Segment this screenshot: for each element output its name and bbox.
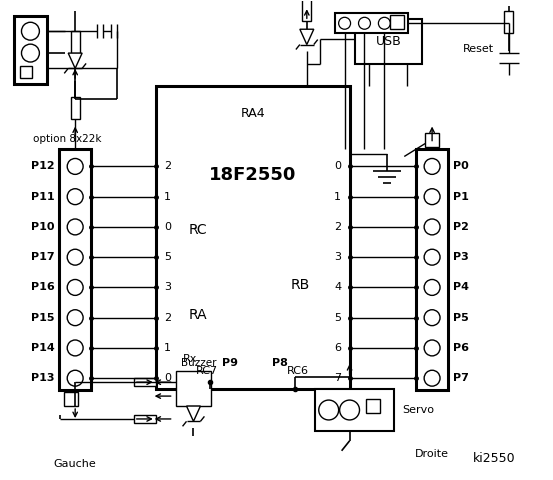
Text: 3: 3: [164, 282, 171, 292]
Text: 7: 7: [334, 373, 341, 383]
Text: 1: 1: [164, 192, 171, 202]
Circle shape: [67, 219, 83, 235]
Text: RB: RB: [290, 278, 310, 292]
Text: 1: 1: [164, 343, 171, 353]
Bar: [390, 15, 404, 29]
Circle shape: [67, 158, 83, 174]
Bar: [425, 132, 439, 146]
Bar: [156, 86, 349, 389]
Bar: [416, 148, 448, 390]
Bar: [354, 19, 422, 64]
Text: 18F2550: 18F2550: [209, 167, 296, 184]
Text: 0: 0: [164, 222, 171, 232]
Bar: [367, 399, 380, 413]
Text: P8: P8: [272, 358, 288, 368]
Bar: [504, 12, 513, 33]
Text: P2: P2: [453, 222, 469, 232]
Circle shape: [22, 22, 39, 40]
Text: P4: P4: [453, 282, 469, 292]
Circle shape: [67, 279, 83, 295]
Circle shape: [424, 189, 440, 204]
Circle shape: [22, 44, 39, 62]
Text: Rx: Rx: [183, 354, 197, 364]
Text: P1: P1: [453, 192, 469, 202]
Text: 6: 6: [334, 343, 341, 353]
Text: P6: P6: [453, 343, 469, 353]
Circle shape: [340, 400, 359, 420]
Circle shape: [67, 340, 83, 356]
Circle shape: [67, 370, 83, 386]
Text: RC: RC: [188, 223, 207, 237]
Bar: [335, 13, 408, 33]
Text: 5: 5: [334, 312, 341, 323]
Text: 0: 0: [334, 161, 341, 171]
Bar: [20, 66, 33, 78]
Bar: [13, 16, 48, 84]
Circle shape: [424, 158, 440, 174]
Circle shape: [358, 17, 371, 29]
Text: 2: 2: [164, 161, 171, 171]
Text: P13: P13: [31, 373, 54, 383]
Circle shape: [424, 249, 440, 265]
Polygon shape: [68, 53, 82, 68]
Text: RA4: RA4: [241, 107, 265, 120]
Polygon shape: [300, 29, 314, 45]
Text: P0: P0: [453, 161, 469, 171]
Bar: [59, 148, 91, 390]
Text: 0: 0: [164, 373, 171, 383]
Text: Droite: Droite: [415, 449, 449, 459]
Text: 4: 4: [334, 282, 341, 292]
Text: 2: 2: [334, 222, 341, 232]
Text: Buzzer: Buzzer: [181, 358, 216, 368]
Text: 2: 2: [164, 312, 171, 323]
Text: P14: P14: [30, 343, 54, 353]
Circle shape: [424, 219, 440, 235]
Text: 1: 1: [334, 192, 341, 202]
Circle shape: [378, 17, 390, 29]
Text: P15: P15: [31, 312, 54, 323]
Circle shape: [67, 310, 83, 325]
Bar: [64, 392, 78, 406]
Text: Gauche: Gauche: [54, 459, 97, 468]
Text: P17: P17: [30, 252, 54, 262]
Circle shape: [424, 310, 440, 325]
Text: option 8x22k: option 8x22k: [33, 133, 101, 144]
Bar: [71, 31, 80, 53]
Text: P5: P5: [453, 312, 469, 323]
Bar: [176, 371, 211, 406]
Polygon shape: [186, 406, 200, 421]
Text: Servo: Servo: [402, 405, 434, 415]
Bar: [71, 97, 80, 119]
Text: P7: P7: [453, 373, 469, 383]
Text: P11: P11: [30, 192, 54, 202]
Circle shape: [67, 189, 83, 204]
Text: P16: P16: [30, 282, 54, 292]
Text: USB: USB: [375, 35, 401, 48]
Bar: [134, 415, 156, 423]
Text: P12: P12: [30, 161, 54, 171]
Text: ki2550: ki2550: [472, 452, 515, 465]
Text: Reset: Reset: [463, 44, 494, 54]
Text: RA: RA: [188, 308, 207, 322]
Text: P10: P10: [31, 222, 54, 232]
Bar: [315, 389, 394, 431]
Circle shape: [67, 249, 83, 265]
Text: P3: P3: [453, 252, 469, 262]
Text: 3: 3: [334, 252, 341, 262]
Text: RC6: RC6: [287, 366, 309, 376]
Bar: [134, 378, 156, 386]
Text: 5: 5: [164, 252, 171, 262]
Circle shape: [338, 17, 351, 29]
Text: RC7: RC7: [196, 366, 218, 376]
Circle shape: [424, 370, 440, 386]
Circle shape: [424, 340, 440, 356]
Bar: [302, 0, 311, 21]
Circle shape: [424, 279, 440, 295]
Circle shape: [319, 400, 338, 420]
Text: P9: P9: [222, 358, 238, 368]
